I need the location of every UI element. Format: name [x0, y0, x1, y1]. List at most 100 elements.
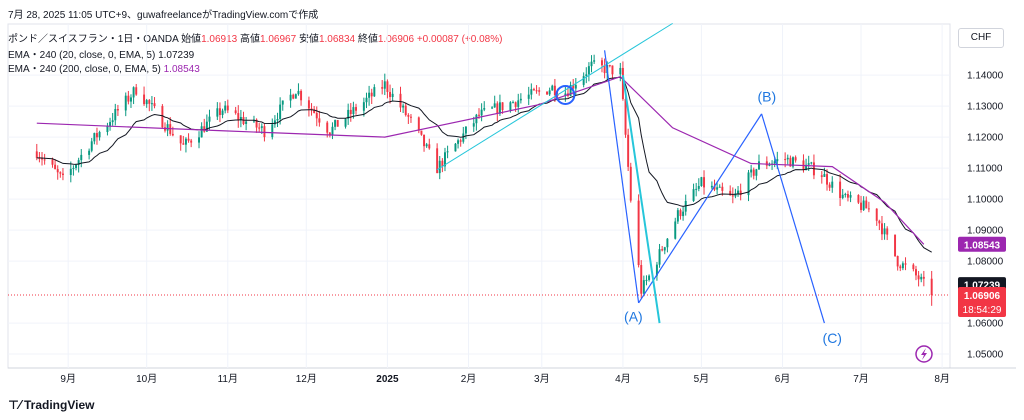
candle-body	[564, 93, 567, 96]
tradingview-brand[interactable]: ⊤⁄ TradingView	[8, 398, 94, 412]
low-label: 安値	[298, 34, 319, 45]
candle-body	[491, 107, 494, 109]
wave-line[interactable]	[638, 113, 763, 304]
x-tick-label: 3月	[534, 373, 550, 385]
ema20-value: 1.07239	[158, 50, 195, 61]
candle-body	[276, 119, 279, 121]
candle-body	[629, 166, 632, 201]
candle-body	[69, 168, 72, 175]
candle-body	[391, 93, 394, 98]
ema20-legend[interactable]: EMA・240 (20, close, 0, EMA, 5) 1.07239	[8, 46, 194, 61]
candle-body	[399, 93, 402, 108]
candle-body	[218, 108, 221, 115]
candle-body	[846, 194, 849, 198]
candle-body	[381, 87, 384, 89]
candle-body	[184, 138, 187, 145]
candle-body	[472, 123, 475, 127]
candle-body	[700, 177, 703, 187]
candle-body	[904, 263, 907, 265]
wave-line[interactable]	[761, 113, 825, 324]
candle-body	[498, 102, 501, 114]
candle-body	[582, 76, 585, 85]
candle-body	[407, 115, 410, 117]
candle-body	[255, 119, 258, 128]
circle-marker[interactable]	[555, 84, 576, 105]
candle-body	[124, 95, 127, 111]
candle-body	[658, 249, 661, 265]
candle-body	[501, 102, 504, 111]
candle-body	[313, 109, 316, 113]
candle-body	[587, 66, 590, 75]
candle-body	[574, 84, 577, 89]
support-trendline[interactable]	[436, 22, 673, 171]
candle-body	[729, 190, 732, 196]
candle-body	[336, 120, 339, 127]
candle-body	[590, 61, 593, 67]
candle-body	[548, 90, 551, 95]
candle-body	[61, 173, 64, 175]
price-tag	[958, 286, 1006, 317]
wave-line[interactable]	[621, 74, 661, 324]
candle-body	[483, 108, 486, 110]
currency-button[interactable]: CHF	[958, 28, 1004, 48]
candle-body	[234, 110, 237, 114]
candle-body	[135, 87, 138, 95]
candle-body	[514, 102, 517, 107]
candle-body	[75, 164, 78, 168]
candle-body	[35, 151, 38, 158]
candle-body	[98, 132, 101, 138]
candle-body	[627, 134, 630, 167]
y-tick-label: 1.10000	[967, 195, 1004, 206]
candle-body	[674, 221, 677, 239]
candle-body	[373, 87, 376, 97]
candle-body	[776, 159, 779, 162]
candle-body	[572, 85, 575, 89]
candle-body	[886, 228, 889, 235]
y-tick-label: 1.08000	[967, 257, 1004, 268]
candle-body	[72, 167, 75, 169]
candle-body	[637, 200, 640, 266]
candle-body	[328, 132, 331, 136]
candle-body	[402, 105, 405, 108]
candle-body	[710, 185, 713, 188]
candle-body	[260, 126, 263, 128]
candle-body	[585, 74, 588, 77]
candle-body	[731, 195, 734, 197]
candle-body	[755, 169, 758, 176]
candle-body	[713, 185, 716, 190]
candle-body	[519, 98, 522, 101]
candle-body	[263, 126, 266, 138]
candle-body	[666, 238, 669, 248]
candle-body	[130, 97, 132, 102]
candle-body	[823, 174, 826, 177]
y-tick-label: 1.06000	[967, 319, 1004, 330]
candle-body	[901, 263, 904, 269]
x-tick-label: 6月	[775, 373, 791, 385]
candle-body	[334, 120, 337, 127]
candle-body	[789, 157, 792, 167]
candle-body	[148, 100, 151, 104]
x-tick-label: 9月	[60, 373, 76, 385]
candle-body	[54, 164, 57, 170]
candle-body	[655, 264, 658, 276]
candle-body	[849, 195, 852, 198]
candle-body	[493, 103, 496, 108]
wave-label: (B)	[757, 88, 776, 104]
y-tick-label: 1.09000	[967, 226, 1004, 237]
symbol-name[interactable]: ポンド／スイスフラン・1日・OANDA	[8, 34, 179, 45]
candle-body	[695, 188, 698, 190]
candle-body	[642, 280, 645, 294]
candle-body	[459, 140, 462, 142]
candle-body	[794, 157, 797, 161]
candle-body	[271, 124, 274, 138]
candle-body	[221, 110, 224, 115]
symbol-line: ポンド／スイスフラン・1日・OANDA 始値1.06913 高値1.06967 …	[8, 30, 502, 45]
candle-body	[166, 124, 169, 131]
price-tag-label: 1.06906	[964, 291, 1001, 302]
wave-line[interactable]	[604, 50, 640, 303]
candle-body	[258, 127, 261, 129]
candle-body	[792, 157, 794, 167]
ema200-legend[interactable]: EMA・240 (200, close, 0, EMA, 5) 1.08543	[8, 60, 200, 75]
candle-body	[300, 90, 303, 101]
